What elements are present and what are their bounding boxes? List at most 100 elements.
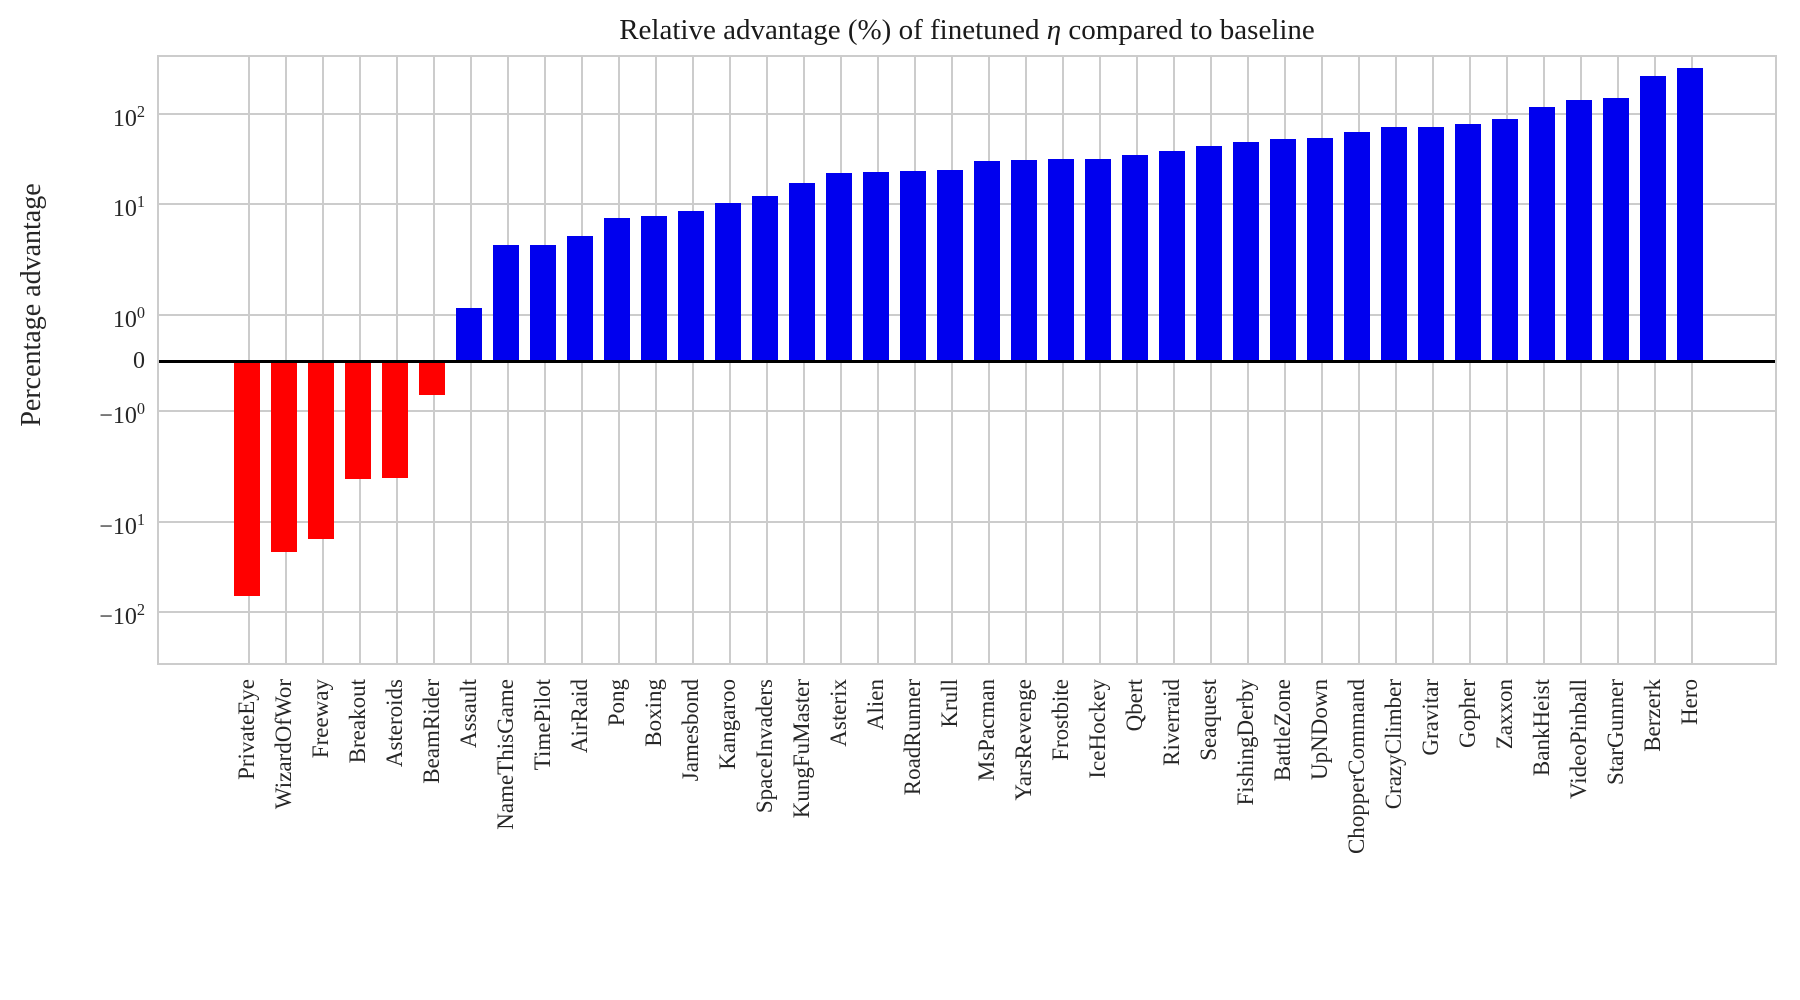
x-tick-label-Krull: Krull bbox=[937, 679, 962, 728]
y-tick-label: −100 bbox=[99, 399, 145, 429]
y-tick-exponent: 0 bbox=[136, 399, 145, 418]
y-tick-label: 102 bbox=[112, 102, 145, 133]
x-tick-label-SpaceInvaders: SpaceInvaders bbox=[752, 679, 777, 814]
bar-Kangaroo bbox=[715, 202, 741, 361]
bar-Zaxxon bbox=[1492, 118, 1518, 361]
bar-SpaceInvaders bbox=[752, 195, 778, 361]
chart-title: Relative advantage (%) of finetuned η co… bbox=[619, 14, 1315, 47]
x-tick-label-IceHockey: IceHockey bbox=[1085, 679, 1110, 779]
y-tick-exponent: 0 bbox=[136, 303, 145, 322]
bar-Freeway bbox=[308, 361, 334, 540]
bar-Asterix bbox=[826, 173, 852, 361]
x-tick-label-Freeway: Freeway bbox=[308, 679, 333, 759]
x-tick-label-ChopperCommand: ChopperCommand bbox=[1344, 679, 1369, 855]
y-tick-label: −102 bbox=[99, 599, 145, 630]
x-tick-label-Gravitar: Gravitar bbox=[1418, 679, 1443, 756]
x-tick-label-Assault: Assault bbox=[456, 679, 481, 748]
x-tick-label-VideoPinball: VideoPinball bbox=[1566, 679, 1591, 799]
x-tick-label-Alien: Alien bbox=[863, 679, 888, 731]
bar-BattleZone bbox=[1270, 139, 1296, 361]
bar-BeamRider bbox=[419, 361, 445, 395]
bar-TimePilot bbox=[530, 244, 556, 361]
y-tick-exponent: 1 bbox=[136, 509, 145, 529]
chart-title-suffix: compared to baseline bbox=[1061, 14, 1315, 46]
horizontal-gridline bbox=[159, 203, 1775, 206]
x-tick-label-Jamesbond: Jamesbond bbox=[678, 679, 703, 782]
bar-PrivateEye bbox=[234, 361, 260, 596]
zero-line bbox=[159, 360, 1775, 363]
x-tick-label-Asteroids: Asteroids bbox=[382, 679, 407, 768]
bar-AirRaid bbox=[567, 236, 593, 361]
x-tick-label-Qbert: Qbert bbox=[1122, 679, 1147, 732]
x-tick-label-Kangaroo: Kangaroo bbox=[715, 679, 740, 770]
bar-CrazyClimber bbox=[1381, 127, 1407, 361]
x-tick-label-AirRaid: AirRaid bbox=[567, 679, 592, 754]
x-tick-label-WizardOfWor: WizardOfWor bbox=[271, 679, 296, 810]
y-tick-exponent: 1 bbox=[136, 192, 145, 212]
bar-IceHockey bbox=[1085, 158, 1111, 361]
bar-Alien bbox=[863, 171, 889, 361]
x-tick-label-Frostbite: Frostbite bbox=[1048, 679, 1073, 761]
bar-Breakout bbox=[345, 361, 371, 479]
bar-Qbert bbox=[1122, 155, 1148, 361]
bar-WizardOfWor bbox=[271, 361, 297, 553]
x-tick-label-FishingDerby: FishingDerby bbox=[1233, 679, 1258, 806]
x-tick-label-Hero: Hero bbox=[1677, 679, 1702, 725]
bar-Jamesbond bbox=[678, 211, 704, 361]
x-tick-label-Breakout: Breakout bbox=[345, 679, 370, 764]
bar-Riverraid bbox=[1159, 150, 1185, 361]
bar-Asteroids bbox=[382, 361, 408, 478]
plot-area bbox=[157, 55, 1777, 665]
x-tick-label-UpNDown: UpNDown bbox=[1307, 679, 1332, 780]
y-tick-label: −101 bbox=[99, 509, 145, 540]
x-tick-label-BattleZone: BattleZone bbox=[1270, 679, 1295, 782]
x-tick-label-NameThisGame: NameThisGame bbox=[493, 679, 518, 830]
bar-Hero bbox=[1677, 67, 1703, 361]
bar-Assault bbox=[456, 308, 482, 361]
bar-ChopperCommand bbox=[1344, 132, 1370, 361]
bar-BankHeist bbox=[1529, 106, 1555, 361]
bar-Pong bbox=[604, 217, 630, 361]
bar-Berzerk bbox=[1640, 76, 1666, 361]
bar-Krull bbox=[937, 170, 963, 361]
x-tick-label-Asterix: Asterix bbox=[826, 679, 851, 747]
x-tick-label-BeamRider: BeamRider bbox=[419, 679, 444, 784]
y-tick-exponent: 2 bbox=[136, 102, 145, 122]
bar-Frostbite bbox=[1048, 159, 1074, 361]
y-tick-label: 101 bbox=[112, 192, 145, 223]
x-tick-label-Zaxxon: Zaxxon bbox=[1492, 679, 1517, 750]
bar-VideoPinball bbox=[1566, 99, 1592, 361]
bar-UpNDown bbox=[1307, 138, 1333, 361]
horizontal-gridline bbox=[159, 610, 1775, 613]
y-tick-label: 0 bbox=[133, 348, 145, 374]
eta-symbol: η bbox=[1046, 14, 1062, 46]
x-tick-label-TimePilot: TimePilot bbox=[530, 679, 555, 771]
horizontal-gridline bbox=[159, 410, 1775, 412]
y-tick-label: 100 bbox=[112, 303, 145, 333]
x-tick-label-Riverraid: Riverraid bbox=[1159, 679, 1184, 766]
y-tick-exponent: 2 bbox=[136, 599, 145, 619]
bar-NameThisGame bbox=[493, 245, 519, 361]
x-tick-label-Pong: Pong bbox=[604, 679, 629, 727]
horizontal-gridline bbox=[159, 113, 1775, 116]
x-tick-label-Gopher: Gopher bbox=[1455, 679, 1480, 748]
bar-YarsRevenge bbox=[1011, 160, 1037, 361]
x-tick-label-CrazyClimber: CrazyClimber bbox=[1381, 679, 1406, 810]
bar-MsPacman bbox=[974, 161, 1000, 361]
bar-StarGunner bbox=[1603, 97, 1629, 361]
x-tick-label-MsPacman: MsPacman bbox=[974, 679, 999, 782]
bar-Seaquest bbox=[1196, 146, 1222, 361]
bar-Gravitar bbox=[1418, 126, 1444, 361]
bar-RoadRunner bbox=[900, 170, 926, 361]
horizontal-gridline bbox=[159, 314, 1775, 316]
x-tick-label-Boxing: Boxing bbox=[641, 679, 666, 747]
bar-FishingDerby bbox=[1233, 142, 1259, 361]
x-tick-label-Seaquest: Seaquest bbox=[1196, 679, 1221, 761]
x-tick-label-RoadRunner: RoadRunner bbox=[900, 679, 925, 796]
chart-title-prefix: Relative advantage (%) of finetuned bbox=[619, 14, 1047, 46]
x-tick-label-Berzerk: Berzerk bbox=[1640, 679, 1665, 752]
x-tick-label-YarsRevenge: YarsRevenge bbox=[1011, 679, 1036, 801]
x-tick-label-KungFuMaster: KungFuMaster bbox=[789, 679, 814, 819]
bar-KungFuMaster bbox=[789, 182, 815, 361]
